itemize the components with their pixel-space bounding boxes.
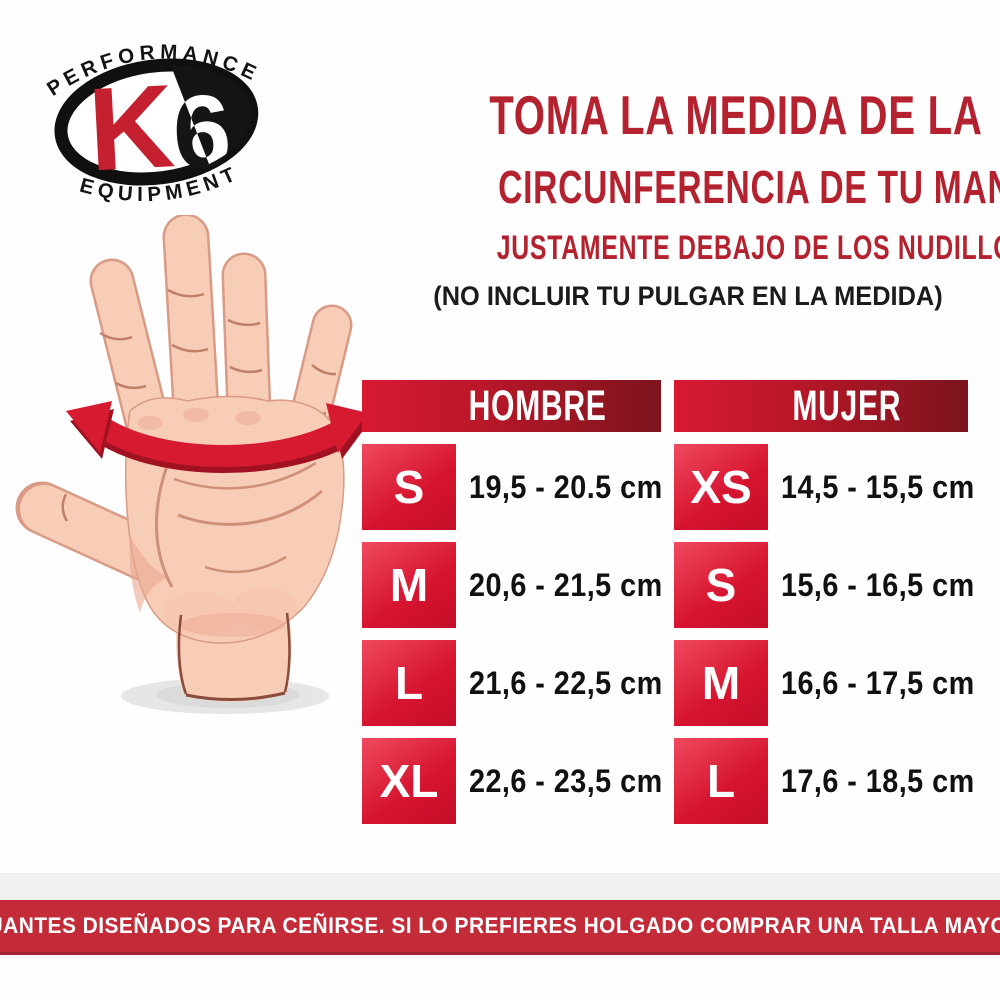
- size-table-hombre: HOMBRE S 19,5 - 20.5 cm M 20,6 - 21,5 cm…: [362, 380, 663, 824]
- size-badge: XL: [362, 738, 456, 824]
- size-badge: M: [362, 542, 456, 628]
- table-row: XL 22,6 - 23,5 cm: [362, 738, 663, 824]
- wrist-lines: [177, 612, 291, 702]
- table-header-mujer-label: MUJER: [792, 381, 902, 430]
- pre-footer-band: [0, 873, 1000, 900]
- size-range-value: 19,5 - 20.5 cm: [469, 468, 663, 505]
- table-header-hombre-label: HOMBRE: [468, 381, 607, 430]
- size-range-value: 16,6 - 17,5 cm: [781, 664, 975, 701]
- size-badge: S: [674, 542, 768, 628]
- measuring-arrow: [66, 401, 370, 473]
- size-badge: S: [362, 444, 456, 530]
- palm-creases: [155, 461, 323, 588]
- title-line-1-text: TOMA LA MEDIDA DE LA: [489, 84, 983, 146]
- table-row: M 20,6 - 21,5 cm: [362, 542, 663, 628]
- title-note-text: (NO INCLUIR TU PULGAR EN LA MEDIDA): [433, 281, 943, 312]
- title-line-2: CIRCUNFERENCIA DE TU MANO: [398, 161, 1000, 214]
- arrowhead-left: [66, 401, 112, 453]
- title-line-3-text: JUSTAMENTE DEBAJO DE LOS NUDILLOS: [496, 229, 1000, 268]
- middle-finger: [165, 216, 217, 431]
- table-row: L 17,6 - 18,5 cm: [674, 738, 974, 824]
- table-header-hombre: HOMBRE: [362, 380, 661, 432]
- size-badge: L: [362, 640, 456, 726]
- table-row: L 21,6 - 22,5 cm: [362, 640, 663, 726]
- table-row: XS 14,5 - 15,5 cm: [674, 444, 974, 530]
- logo-digit-6-dark: 6: [170, 73, 234, 192]
- size-range-value: 22,6 - 23,5 cm: [469, 762, 663, 799]
- size-badge: XS: [674, 444, 768, 530]
- hand-measurement-illustration: [15, 215, 370, 714]
- index-finger: [92, 261, 168, 445]
- size-range-value: 17,6 - 18,5 cm: [781, 762, 975, 799]
- footer-banner-text: GUANTES DISEÑADOS PARA CEÑIRSE. SI LO PR…: [0, 913, 1000, 938]
- palm-shading: [129, 408, 312, 637]
- table-header-mujer: MUJER: [674, 380, 968, 432]
- k6-brand-logo: PERFORMANCE 6 6 K EQUIPMENT: [41, 35, 265, 210]
- table-row: M 16,6 - 17,5 cm: [674, 640, 974, 726]
- title-note: (NO INCLUIR TU PULGAR EN LA MEDIDA): [398, 280, 978, 312]
- logo-black-wedge: [164, 53, 260, 191]
- size-range-value: 14,5 - 15,5 cm: [781, 468, 975, 505]
- title-line-2-text: CIRCUNFERENCIA DE TU MANO: [498, 161, 1000, 214]
- footer-banner: GUANTES DISEÑADOS PARA CEÑIRSE. SI LO PR…: [0, 900, 1000, 955]
- logo-letter-k: K: [85, 60, 177, 196]
- size-range-value: 21,6 - 22,5 cm: [469, 664, 663, 701]
- size-range-value: 15,6 - 16,5 cm: [781, 566, 975, 603]
- size-table-mujer: MUJER XS 14,5 - 15,5 cm S 15,6 - 16,5 cm…: [674, 380, 974, 824]
- title-line-3: JUSTAMENTE DEBAJO DE LOS NUDILLOS: [398, 229, 1000, 267]
- size-range-value: 20,6 - 21,5 cm: [469, 566, 663, 603]
- title-line-1: TOMA LA MEDIDA DE LA: [398, 84, 982, 147]
- table-row: S 19,5 - 20.5 cm: [362, 444, 663, 530]
- arrowhead-right: [326, 403, 368, 453]
- title-block: TOMA LA MEDIDA DE LA CIRCUNFERENCIA DE T…: [398, 84, 1000, 313]
- table-row: S 15,6 - 16,5 cm: [674, 542, 974, 628]
- ring-finger: [224, 255, 269, 433]
- size-badge: M: [674, 640, 768, 726]
- size-badge: L: [674, 738, 768, 824]
